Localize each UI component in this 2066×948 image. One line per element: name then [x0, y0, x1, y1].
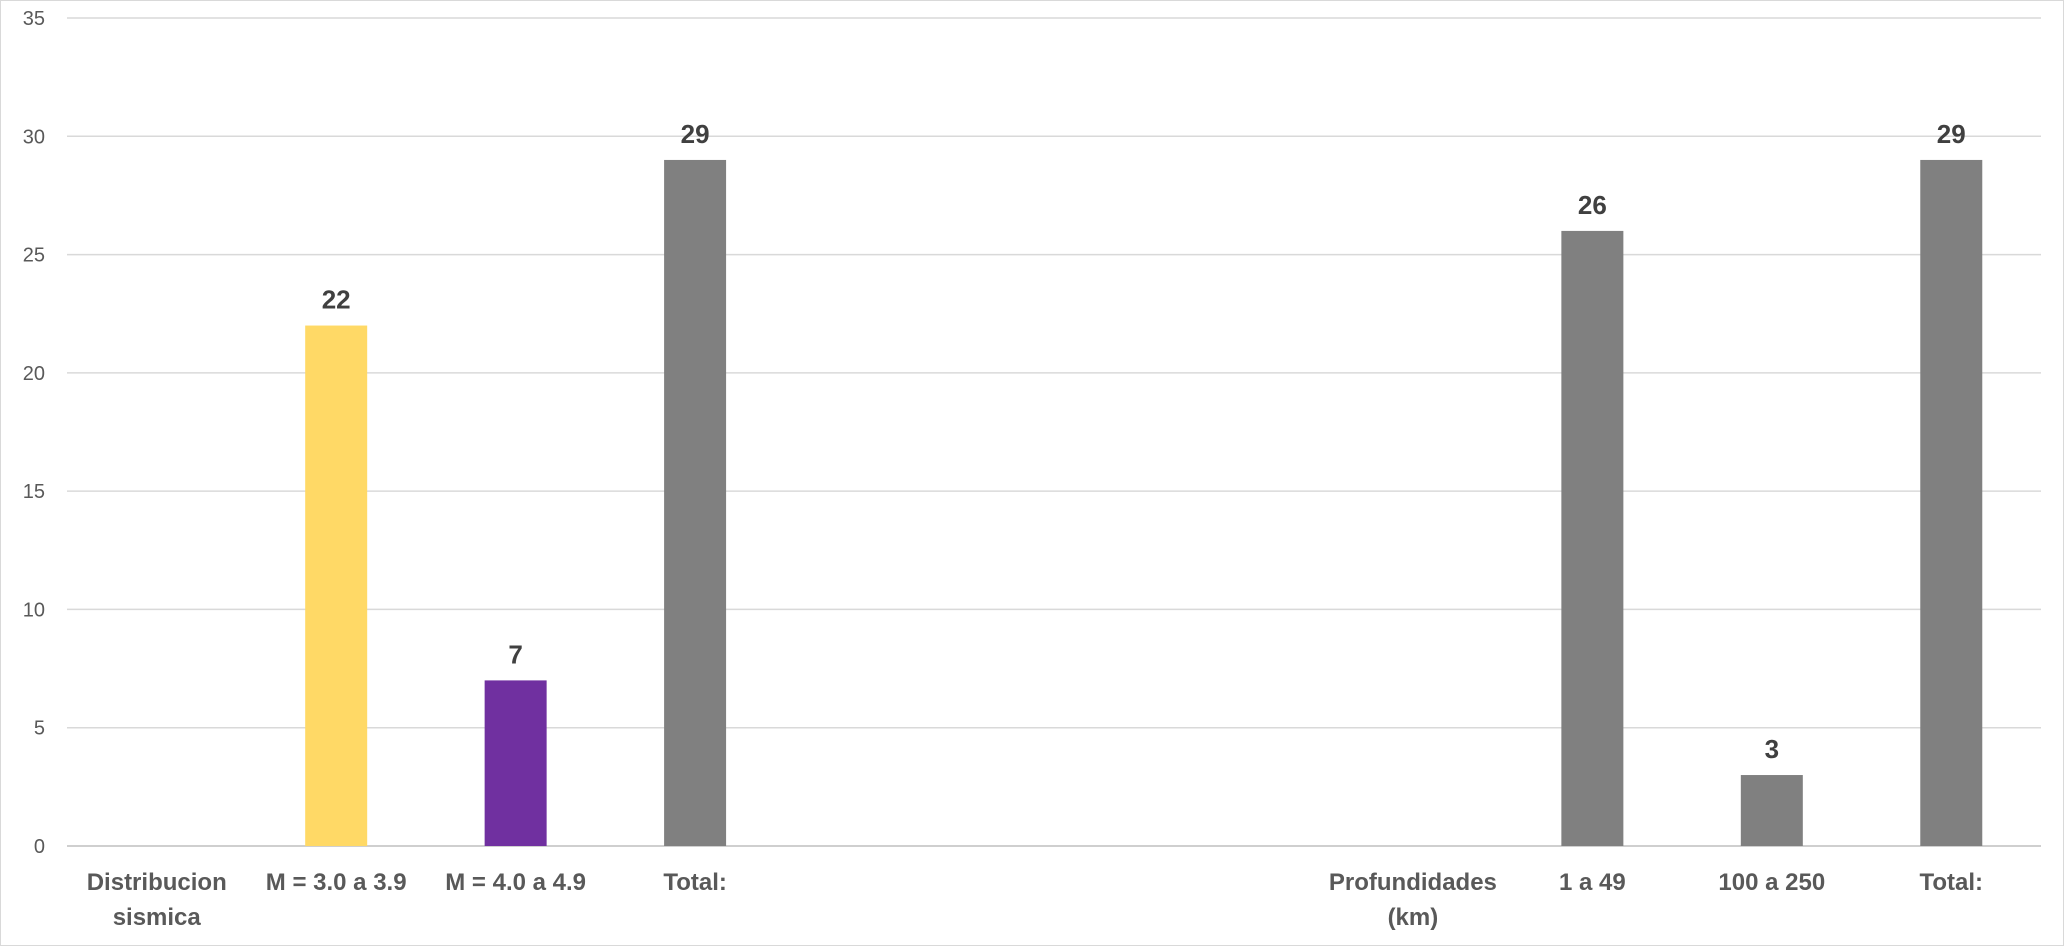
category-label: sismica — [113, 904, 202, 931]
category-label: Distribucion — [87, 869, 227, 896]
bars — [305, 159, 1983, 846]
y-tick-label: 5 — [34, 718, 45, 740]
category-label: 1 a 49 — [1559, 869, 1626, 896]
category-label: 100 a 250 — [1718, 869, 1825, 896]
data-label: 29 — [681, 119, 710, 149]
category-label: Profundidades — [1329, 869, 1497, 896]
bar — [1561, 230, 1624, 846]
bar — [484, 680, 547, 846]
category-label: M = 4.0 a 4.9 — [445, 869, 586, 896]
y-tick-label: 35 — [23, 8, 45, 30]
category-label: M = 3.0 a 3.9 — [266, 869, 407, 896]
y-tick-label: 15 — [23, 481, 45, 503]
data-label: 29 — [1937, 119, 1966, 149]
y-tick-label: 30 — [23, 126, 45, 148]
category-label: (km) — [1388, 904, 1439, 931]
data-label: 22 — [322, 285, 351, 315]
data-labels: 22 7 29 26 3 29 — [322, 119, 1966, 764]
y-tick-label: 0 — [34, 836, 45, 858]
bar — [1920, 159, 1983, 846]
data-label: 26 — [1578, 190, 1607, 220]
y-tick-label: 10 — [23, 599, 45, 621]
gridlines — [67, 17, 2041, 847]
bar — [664, 159, 727, 846]
y-tick-label: 20 — [23, 363, 45, 385]
category-labels: Distribucion sismica M = 3.0 a 3.9 M = 4.0 … — [87, 869, 1983, 931]
category-label: Total: — [663, 869, 727, 896]
data-label: 3 — [1765, 734, 1779, 764]
data-label: 7 — [508, 639, 522, 669]
bar — [305, 325, 368, 846]
category-label: Total: — [1919, 869, 1983, 896]
bar — [1740, 775, 1803, 846]
y-axis-tick-labels: 0 5 10 15 20 25 30 35 — [23, 8, 45, 858]
y-tick-label: 25 — [23, 245, 45, 267]
